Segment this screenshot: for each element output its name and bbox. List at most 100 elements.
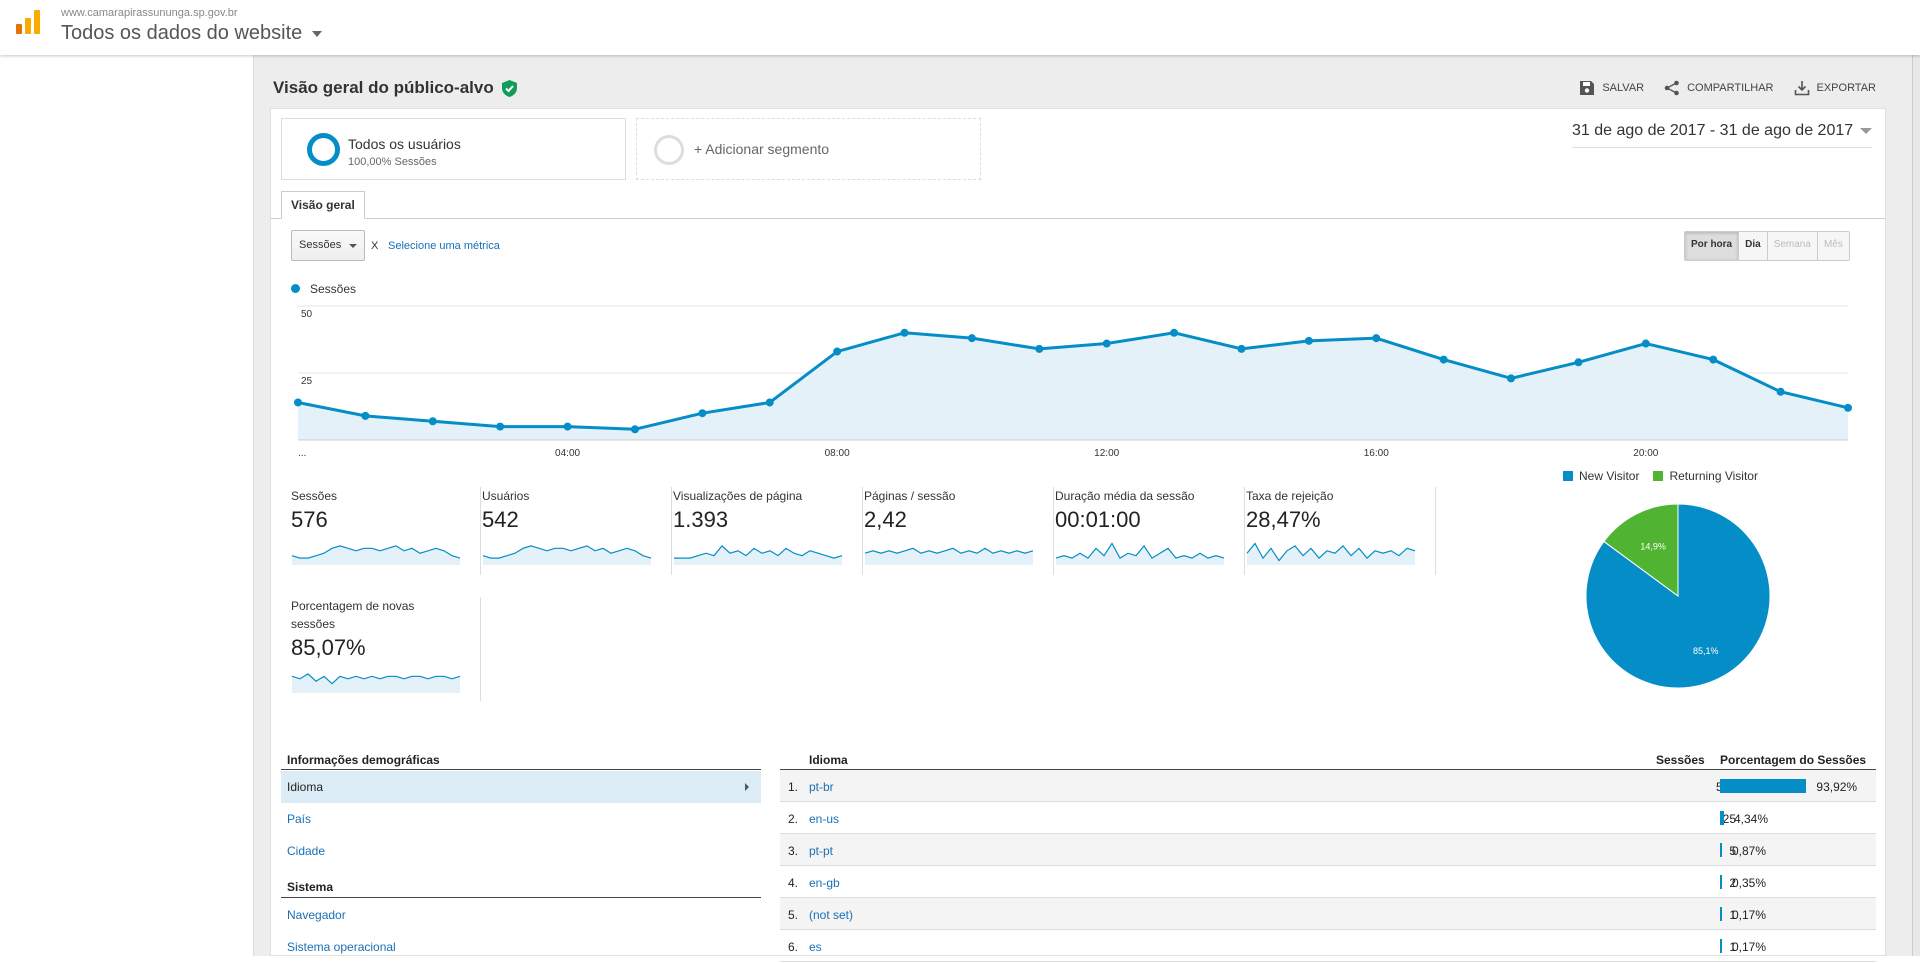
scorecard-sparkline <box>674 545 843 565</box>
scorecard-sparkline <box>864 547 1034 565</box>
scorecard-label: Visualizações de página <box>673 489 803 503</box>
pie-slice[interactable] <box>1603 503 1679 597</box>
date-range-picker[interactable]: 31 de ago de 2017 - 31 de ago de 2017 <box>1572 122 1872 148</box>
scorecard-label: Sessões <box>291 489 338 503</box>
scorecard[interactable]: Usuários 542 <box>482 487 672 575</box>
segment-all-users[interactable]: Todos os usuários 100,00% Sessões <box>281 118 626 180</box>
data-point[interactable] <box>1844 403 1852 412</box>
scorecard-value: 576 <box>291 507 328 532</box>
data-point[interactable] <box>1439 355 1448 364</box>
system-divider <box>281 897 761 898</box>
tab-divider <box>271 218 1885 219</box>
data-point[interactable] <box>900 328 909 337</box>
data-point[interactable] <box>1237 344 1246 353</box>
sparkline-area <box>292 545 460 565</box>
select-metric-link[interactable]: Selecione uma métrica <box>388 240 500 252</box>
demographics-item-country[interactable]: País <box>287 812 312 826</box>
data-point[interactable] <box>630 425 639 434</box>
tab-overview[interactable]: Visão geral <box>281 191 365 219</box>
data-point[interactable] <box>765 398 774 407</box>
pie-slice-label: 14,9% <box>1640 542 1666 552</box>
data-point[interactable] <box>1304 336 1313 345</box>
sparkline-area <box>292 673 460 693</box>
scorecard-value: 28,47% <box>1246 507 1321 532</box>
data-point[interactable] <box>294 398 302 407</box>
x-tick-label: 12:00 <box>1094 448 1119 459</box>
system-item-browser[interactable]: Navegador <box>287 908 346 922</box>
left-navigation-panel <box>0 55 254 956</box>
scrollbar[interactable] <box>1912 55 1920 956</box>
data-point[interactable] <box>1574 358 1583 367</box>
analytics-logo-icon[interactable] <box>14 8 42 36</box>
data-point[interactable] <box>1170 328 1179 337</box>
data-point[interactable] <box>833 347 842 356</box>
sessions-value: 2 <box>1729 876 1736 890</box>
row-index: 2. <box>788 812 799 826</box>
sessions-legend-dot <box>291 284 300 293</box>
save-button[interactable]: SALVAR <box>1579 80 1644 96</box>
system-item-os[interactable]: Sistema operacional <box>287 940 396 954</box>
data-point[interactable] <box>1507 374 1516 383</box>
date-range-text: 31 de ago de 2017 - 31 de ago de 2017 <box>1572 122 1854 139</box>
view-selector[interactable]: Todos os dados do website <box>61 22 323 45</box>
chevron-right-icon <box>745 783 749 791</box>
data-point[interactable] <box>1641 339 1650 348</box>
sparkline-area <box>674 545 842 565</box>
granularity-day-button[interactable]: Dia <box>1738 232 1767 260</box>
add-segment-ring-icon <box>654 135 684 165</box>
scorecard[interactable]: Porcentagem de novas sessões 85,07% <box>291 597 481 701</box>
pie-legend-new-visitor[interactable]: New Visitor <box>1563 469 1639 483</box>
add-segment-button[interactable]: + Adicionar segmento <box>636 118 981 180</box>
sessions-legend-label: Sessões <box>310 282 357 296</box>
sparkline-line <box>864 547 1034 554</box>
language-link[interactable]: pt-pt <box>809 844 834 858</box>
legend-label: Returning Visitor <box>1669 469 1758 483</box>
demographics-item-label: Idioma <box>287 780 324 794</box>
language-link[interactable]: pt-br <box>809 780 834 794</box>
share-icon <box>1664 80 1679 96</box>
export-label: EXPORTAR <box>1816 82 1877 94</box>
top-header: www.camarapirassununga.sp.gov.br Todos o… <box>0 0 1920 55</box>
scorecard[interactable]: Sessões 576 <box>291 487 481 575</box>
data-point[interactable] <box>361 411 370 420</box>
data-point[interactable] <box>563 422 572 431</box>
demographics-divider <box>281 769 761 770</box>
granularity-hourly-button[interactable]: Por hora <box>1685 232 1739 260</box>
scorecard[interactable]: Duração média da sessão 00:01:00 <box>1055 487 1245 575</box>
legend-swatch <box>1653 471 1664 481</box>
data-point[interactable] <box>1035 344 1044 353</box>
pie-legend-returning-visitor[interactable]: Returning Visitor <box>1653 469 1758 483</box>
language-link[interactable]: es <box>809 940 822 954</box>
scorecard[interactable]: Visualizações de página 1.393 <box>673 487 863 575</box>
metric-select-value: Sessões <box>299 239 342 251</box>
export-button[interactable]: EXPORTAR <box>1794 80 1877 96</box>
language-link[interactable]: en-gb <box>809 876 840 890</box>
percent-value: 93,92% <box>1816 780 1858 794</box>
data-point[interactable] <box>428 417 437 426</box>
data-point[interactable] <box>1776 387 1785 396</box>
metric-select[interactable]: Sessões <box>291 230 365 261</box>
x-tick-label: 20:00 <box>1633 448 1658 459</box>
scorecard-value: 1.393 <box>673 507 729 532</box>
scorecard[interactable]: Páginas / sessão 2,42 <box>864 487 1054 575</box>
data-point[interactable] <box>1102 339 1111 348</box>
data-point[interactable] <box>698 409 707 418</box>
language-link[interactable]: (not set) <box>809 908 854 922</box>
scorecard[interactable]: Taxa de rejeição 28,47% <box>1246 487 1436 575</box>
data-point[interactable] <box>967 334 976 343</box>
report-actions: SALVAR COMPARTILHAR EXPORTAR <box>1579 80 1876 96</box>
x-tick-label: 16:00 <box>1364 448 1389 459</box>
data-point[interactable] <box>496 422 505 431</box>
sparkline-line <box>482 545 652 559</box>
demographics-item-city[interactable]: Cidade <box>287 844 326 858</box>
scorecard-value: 542 <box>482 507 519 532</box>
save-label: SALVAR <box>1602 82 1645 94</box>
data-point[interactable] <box>1372 334 1381 343</box>
data-point[interactable] <box>1709 355 1718 364</box>
demographics-item-language[interactable]: Idioma <box>281 771 761 803</box>
table-row: 6. es 1 0,17% <box>780 930 1876 962</box>
language-link[interactable]: en-us <box>809 812 840 826</box>
share-button[interactable]: COMPARTILHAR <box>1664 80 1774 96</box>
sessions-line-chart: 25 50... 04:00 08:00 12:00 16:00 20:00 <box>294 305 1852 459</box>
percent-value: 0,17% <box>1732 940 1767 954</box>
